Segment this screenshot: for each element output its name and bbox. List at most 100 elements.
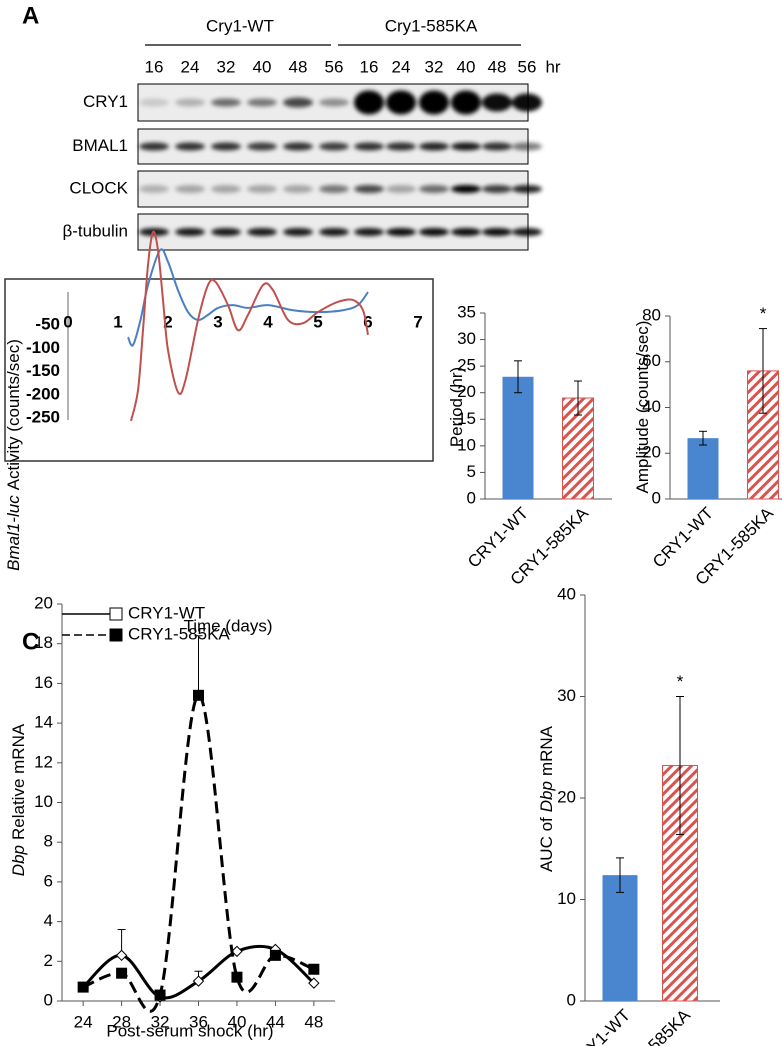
y-axis-label-part: Dbp [9,845,28,876]
x-tick-label: 6 [363,312,372,331]
marker [308,977,320,989]
band [211,185,241,193]
band [247,142,277,151]
lane-label: 48 [289,57,308,76]
band [482,93,512,112]
x-tick-label: 40 [227,1012,246,1031]
y-tick-label: 10 [34,792,53,811]
y-axis-label-part: Period (hr) [447,367,466,447]
x-tick-label: 3 [213,312,222,331]
band [386,90,416,115]
x-tick-label: 32 [151,1012,170,1031]
band [139,185,169,193]
band [175,185,205,193]
band [175,142,205,151]
legend-marker [109,628,123,642]
marker [115,949,128,962]
row-label: CRY1 [83,92,128,111]
x-axis-label: Post-serum shock (hr) [106,1021,273,1040]
y-tick-label: 60 [642,351,661,370]
band [354,228,384,236]
unit-label: hr [545,57,560,76]
y-tick-label: 40 [557,584,576,603]
blot-bands [139,142,542,151]
x-tick-label: 4 [263,312,273,331]
y-axis-label-part: Dbp [537,781,556,812]
row-label: CLOCK [69,178,128,197]
y-axis-label: Bmal1-luc Activity (counts/sec) [4,339,23,571]
blot-bands [139,228,542,236]
marker [308,963,320,975]
y-axis-label-part: Activity (counts/sec) [4,339,23,490]
error-bar [514,360,522,394]
band [319,228,349,236]
x-tick-label: 5 [313,312,322,331]
plot-frame [4,278,434,462]
band [354,90,384,115]
band [451,185,481,193]
marker [231,945,243,958]
y-tick-label: -100 [26,338,60,357]
panel-label: C [22,628,39,655]
error-bar [699,430,707,446]
y-tick-label: 12 [34,752,53,771]
lane-label: 32 [425,57,444,76]
marker [116,967,128,979]
y-axis-label-part: mRNA [537,725,556,776]
error-bar [194,635,203,696]
x-tick-label: 2 [163,312,172,331]
blot-bands [139,90,542,115]
y-axis-label: Period (hr) [447,367,466,447]
error-bar [574,380,582,416]
y-tick-label: 0 [467,488,476,507]
band [175,98,205,107]
bar [502,376,534,499]
band [283,185,313,193]
error-bar [676,696,684,836]
y-tick-label: 35 [457,302,476,321]
x-tick-label: 44 [266,1012,285,1031]
marker [77,981,89,993]
y-axis-label: Amplitude (counts/sec) [633,321,652,494]
x-tick-label: 36 [189,1012,208,1031]
y-tick-label: 20 [34,593,53,612]
legend-label: CRY1-WT [128,603,205,622]
band [512,228,542,236]
band [419,90,449,115]
y-tick-label: 8 [44,832,53,851]
y-tick-label: 20 [557,787,576,806]
legend-label: CRY1-585KA [128,624,230,643]
significance-mark: * [760,304,767,323]
y-tick-label: -50 [35,315,60,334]
lane-label: 40 [457,57,476,76]
marker [193,689,204,701]
group-label: Cry1-585KA [385,16,478,35]
bar [687,438,719,499]
y-axis-label-part: Bmal1-luc [4,495,23,571]
x-tick-label: 48 [304,1012,323,1031]
band [512,93,542,112]
band [283,97,313,108]
band [512,142,542,151]
band [451,90,481,115]
x-tick-label: CRY1-WT [566,1006,634,1046]
y-tick-label: 0 [652,488,661,507]
band [419,185,449,193]
y-tick-label: 80 [642,305,661,324]
band [247,228,277,236]
band [482,142,512,151]
band [211,142,241,151]
band [354,142,384,151]
y-tick-label: -250 [26,408,60,427]
band [211,228,241,236]
significance-mark: * [677,672,684,691]
lane-label: 32 [217,57,236,76]
y-tick-label: 10 [557,889,576,908]
band [283,228,313,236]
lane-label: 56 [325,57,344,76]
x-tick-label: 28 [112,1012,131,1031]
marker [154,989,166,1001]
y-tick-label: 5 [467,462,476,481]
band [247,185,277,193]
error-bar [759,328,767,414]
